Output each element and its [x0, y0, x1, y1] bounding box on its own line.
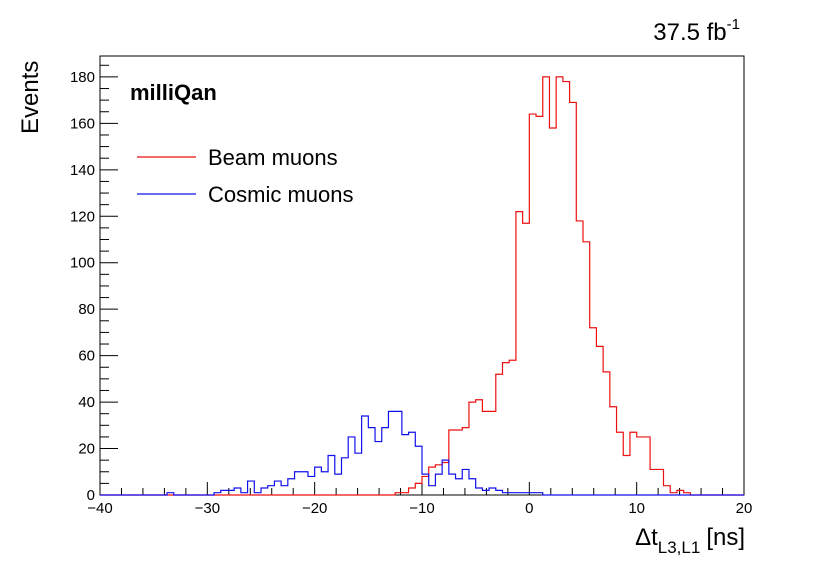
- plot-frame-group: [99, 55, 745, 496]
- x-tick-label: 0: [525, 500, 533, 517]
- x-tick-label: 10: [628, 500, 645, 517]
- y-tick-label: 80: [78, 301, 95, 318]
- legend: Beam muons Cosmic muons: [137, 145, 353, 207]
- legend-label-beam-muons: Beam muons: [208, 145, 338, 170]
- y-axis-title: Events: [17, 61, 44, 134]
- experiment-label: milliQan: [130, 80, 217, 105]
- axis-ticks: [99, 64, 745, 496]
- x-tick-label: 20: [736, 500, 753, 517]
- y-tick-label: 180: [70, 69, 95, 86]
- x-tick-label: −40: [87, 500, 112, 517]
- x-tick-label: −10: [409, 500, 434, 517]
- y-tick-label: 160: [70, 115, 95, 132]
- y-tick-label: 60: [78, 348, 95, 365]
- y-tick-label: 20: [78, 441, 95, 458]
- y-tick-label: 120: [70, 208, 95, 225]
- x-axis-title-unit: [ns]: [706, 524, 745, 551]
- x-axis-title-prefix: Δt: [635, 524, 658, 551]
- series-layer: [100, 76, 744, 496]
- x-tick-label: −30: [195, 500, 220, 517]
- plot-frame: [99, 55, 745, 496]
- series-beam-muons: [100, 76, 744, 496]
- luminosity-value: 37.5 fb: [653, 19, 726, 46]
- y-tick-label: 140: [70, 162, 95, 179]
- tick-labels: −40 −30 −20 −10 0 10 20 0 20 40 60 80 100 120 140 160 18…: [70, 69, 752, 517]
- y-tick-label: 0: [87, 487, 95, 504]
- x-axis-title-subscript: L3,L1: [658, 538, 701, 557]
- luminosity-label: 37.5 fb-1: [653, 16, 740, 46]
- legend-label-cosmic-muons: Cosmic muons: [208, 182, 353, 207]
- x-axis-title: ΔtL3,L1 [ns]: [635, 524, 745, 557]
- y-tick-label: 100: [70, 255, 95, 272]
- x-tick-label: −20: [302, 500, 327, 517]
- y-tick-label: 40: [78, 394, 95, 411]
- luminosity-exponent: -1: [727, 16, 740, 33]
- series-cosmic-muons: [100, 410, 744, 496]
